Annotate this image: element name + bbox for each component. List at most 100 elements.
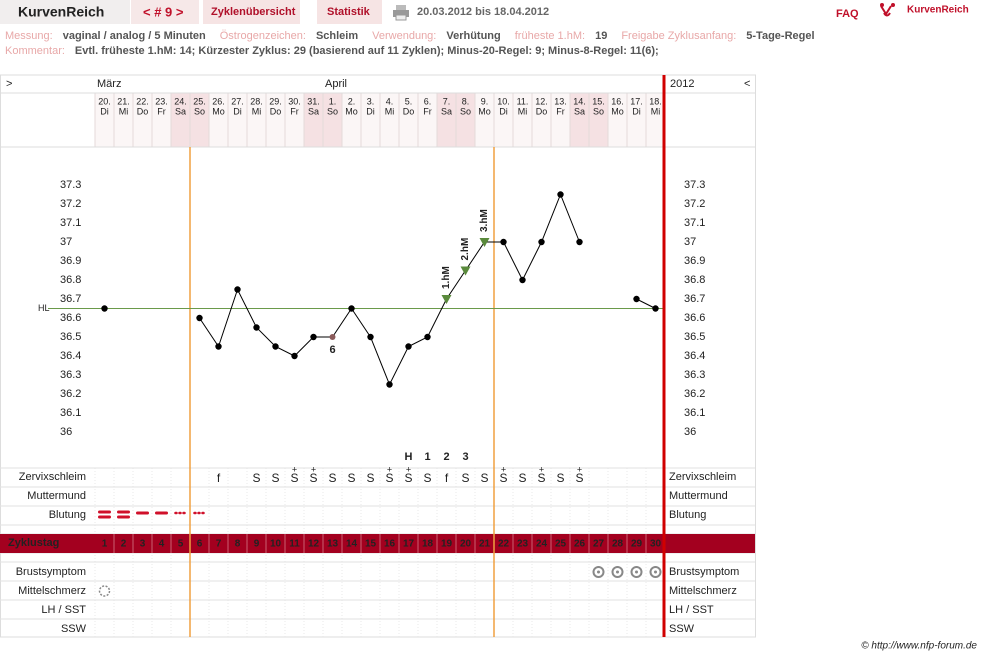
app-title: KurvenReich [18, 4, 104, 20]
date-label: 25. [193, 96, 206, 106]
y-tick-label: 37 [684, 236, 696, 248]
temperature-point [576, 238, 583, 246]
nav-arrow[interactable]: < [744, 78, 750, 90]
title-cell [0, 0, 130, 24]
cycle-day: 18 [422, 539, 434, 550]
row-label: SSW [669, 623, 695, 635]
temperature-point [272, 343, 279, 350]
excluded-point [329, 334, 336, 340]
y-tick-label: 37.2 [684, 198, 705, 210]
cycle-day: 17 [403, 539, 415, 550]
weekday-label: Do [536, 106, 548, 116]
row-label: SSW [61, 623, 87, 635]
hl-label: HL [38, 303, 50, 313]
info-value: 19 [595, 30, 607, 42]
y-tick-label: 36.3 [684, 369, 705, 381]
y-tick-label: 36.1 [60, 407, 81, 419]
temperature-point [633, 295, 640, 303]
temperature-point [367, 333, 374, 341]
cervix-sign: S [290, 471, 298, 485]
cycle-day: 11 [289, 539, 300, 550]
row-label: Blutung [669, 509, 706, 521]
cycle-day: 20 [460, 539, 472, 550]
weekday-label: Sa [574, 106, 585, 116]
weekday-label: Fr [423, 106, 432, 116]
cycle-day: 8 [235, 539, 241, 550]
faq-link[interactable]: FAQ [836, 8, 859, 20]
date-label: 29. [269, 96, 282, 106]
weekday-label: Mi [119, 106, 129, 116]
print-icon[interactable] [393, 5, 409, 21]
info-label: früheste 1.hM: [515, 30, 585, 42]
date-label: 6. [424, 96, 432, 106]
y-tick-label: 36 [684, 426, 696, 438]
temperature-point [386, 381, 393, 388]
date-label: 18. [649, 96, 662, 106]
weekend-shade [304, 93, 323, 147]
nav-arrow[interactable]: > [6, 78, 12, 90]
tab[interactable] [203, 0, 300, 24]
date-label: 15. [592, 96, 605, 106]
cycle-day: 10 [270, 539, 282, 550]
cycle-day: 23 [517, 539, 529, 550]
cervix-sign: S [347, 471, 355, 485]
y-tick-label: 36 [60, 426, 72, 438]
row-label: Brustsymptom [16, 566, 86, 578]
peak-mark: 2 [443, 451, 449, 463]
cycle-day: 25 [555, 539, 567, 550]
date-label: 7. [443, 96, 451, 106]
info-line: Messung: vaginal / analog / 5 Minuten Östr… [5, 30, 815, 42]
cycle-day: 19 [441, 539, 453, 550]
y-tick-label: 36.2 [60, 388, 81, 400]
info-value: vaginal / analog / 5 Minuten [63, 30, 206, 42]
weekend-shade [437, 93, 456, 147]
tab-label[interactable]: Zyklenübersicht [211, 6, 296, 18]
tab[interactable] [317, 0, 382, 24]
info-value: 5-Tage-Regel [746, 30, 814, 42]
y-tick-label: 36.9 [684, 255, 705, 267]
date-label: 8. [462, 96, 470, 106]
info-label: Verwendung: [372, 30, 436, 42]
breast-icon-dot [616, 570, 619, 574]
cycle-day: 16 [384, 539, 396, 550]
weekend-shade [171, 93, 190, 147]
info-label: Kommentar: [5, 45, 65, 57]
cycle-day: 29 [631, 539, 643, 550]
bleeding-mark [117, 510, 130, 519]
weekday-label: So [460, 106, 471, 116]
cycle-day: 2 [121, 539, 127, 550]
temperature-point [234, 286, 241, 293]
date-label: 3. [367, 96, 375, 106]
date-label: 4. [386, 96, 394, 106]
weekday-label: Do [403, 106, 415, 116]
weekday-label: Sa [308, 106, 319, 116]
cervix-sign: f [445, 471, 449, 485]
row-label: Mittelschmerz [669, 585, 737, 597]
hm-point [441, 295, 452, 304]
weekday-label: Sa [441, 106, 452, 116]
cycle-day: 6 [197, 539, 203, 550]
temperature-point [348, 305, 355, 312]
tab-label[interactable]: Statistik [327, 6, 371, 18]
temperature-point [215, 343, 222, 350]
temperature-point [196, 314, 203, 322]
logo-text: KurvenReich [907, 5, 969, 16]
nav-cell[interactable] [131, 0, 199, 24]
row-label: LH / SST [41, 604, 86, 616]
cervix-sign: S [556, 471, 564, 485]
y-tick-label: 36.3 [60, 369, 81, 381]
cycle-nav[interactable]: < # 9 > [143, 4, 184, 19]
weekday-label: Mo [611, 106, 624, 116]
date-range: 20.03.2012 bis 18.04.2012 [417, 6, 549, 18]
y-tick-label: 36.4 [60, 350, 81, 362]
weekday-label: Di [100, 106, 109, 116]
cycle-day: 24 [536, 539, 548, 550]
cycle-day: 13 [327, 539, 339, 550]
hm-point [479, 238, 490, 247]
cycle-day: 27 [593, 539, 605, 550]
weekday-label: Mi [518, 106, 528, 116]
cycle-day: 7 [216, 539, 222, 550]
weekday-label: Mi [385, 106, 395, 116]
weekday-label: Fr [556, 106, 565, 116]
temperature-point [424, 333, 431, 341]
